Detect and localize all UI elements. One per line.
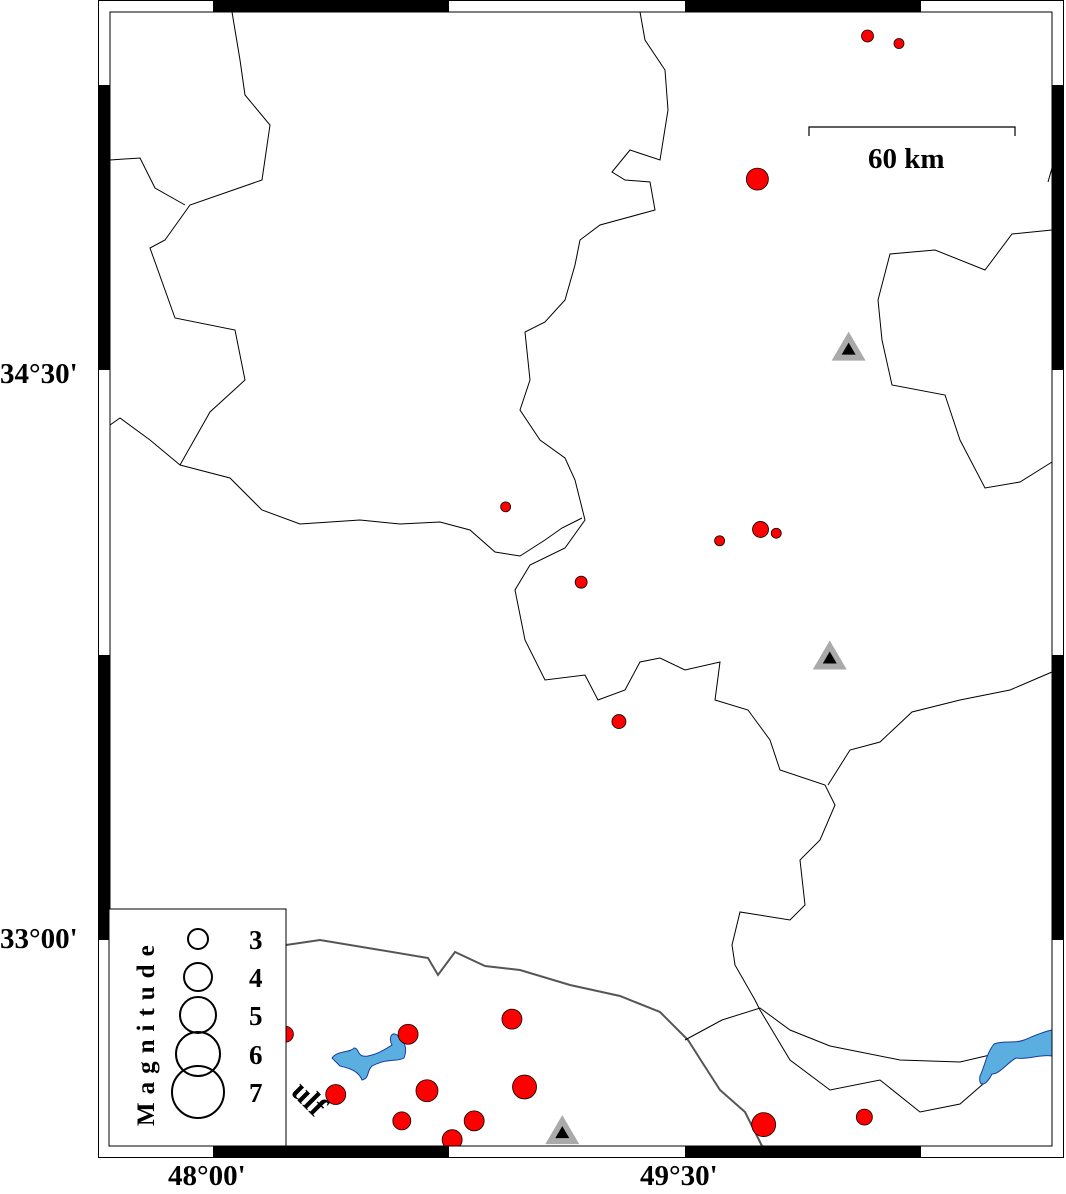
- border-line: [514, 11, 991, 1113]
- earthquake-marker: [714, 535, 726, 547]
- station-triangle-icon: [831, 331, 866, 361]
- station-triangle-icon: [545, 1115, 580, 1145]
- legend-circle-icon: [187, 928, 209, 950]
- legend: Magnitude 3 4 5 6 7: [108, 908, 287, 1147]
- legend-circle-icon: [175, 1031, 221, 1077]
- border-line: [684, 1007, 991, 1063]
- y-tick-label: 34°30': [0, 358, 78, 390]
- frame-tick-segment: [99, 85, 110, 370]
- legend-label: 7: [249, 1078, 263, 1108]
- frame-tick-segment: [213, 1146, 449, 1157]
- earthquake-marker: [500, 501, 512, 513]
- frame-tick-segment: [1052, 85, 1063, 370]
- earthquake-marker: [611, 714, 627, 729]
- earthquake-marker: [415, 1079, 439, 1103]
- border-line: [109, 157, 186, 206]
- frame-tick-segment: [685, 1, 921, 12]
- earthquake-marker: [463, 1110, 485, 1132]
- legend-circle-icon: [171, 1065, 225, 1119]
- earthquake-marker: [397, 1023, 419, 1045]
- border-line: [827, 671, 1053, 786]
- x-tick-label: 48°00': [168, 1160, 246, 1192]
- legend-title: Magnitude: [133, 937, 160, 1126]
- frame-tick-segment: [99, 655, 110, 940]
- border-line: [1047, 167, 1053, 183]
- seismic-stations: [545, 331, 866, 1145]
- earthquake-marker: [392, 1111, 412, 1131]
- lake-west: [331, 1033, 407, 1081]
- y-tick-label: 33°00': [0, 923, 78, 955]
- earthquake-events: [276, 29, 905, 1151]
- border-line: [179, 464, 583, 557]
- legend-circle-icon: [183, 962, 213, 992]
- earthquake-marker: [574, 575, 588, 589]
- border-line: [109, 11, 271, 466]
- earthquake-marker: [745, 167, 769, 191]
- border-line: [877, 229, 1053, 489]
- scale-bar: [808, 126, 1016, 136]
- earthquake-marker: [751, 1112, 777, 1138]
- scale-bar-label: 60 km: [868, 143, 945, 175]
- border-line: [285, 938, 763, 1147]
- province-borders: [109, 11, 1053, 1147]
- frame-tick-segment: [213, 1, 449, 12]
- lake-east: [979, 1029, 1053, 1085]
- earthquake-marker: [855, 1108, 873, 1126]
- water-label: ulf: [285, 1075, 334, 1124]
- earthquake-marker: [501, 1008, 523, 1030]
- earthquake-marker: [512, 1074, 537, 1100]
- legend-label: 5: [249, 1001, 263, 1031]
- earthquake-marker: [861, 29, 874, 43]
- legend-label: 6: [249, 1040, 263, 1070]
- water-bodies: [331, 1029, 1053, 1085]
- legend-label: 4: [249, 963, 263, 993]
- scale-bar-line: [808, 126, 1016, 136]
- frame-tick-segment: [685, 1146, 921, 1157]
- earthquake-marker: [893, 38, 905, 49]
- x-tick-label: 49°30': [640, 1160, 718, 1192]
- earthquake-marker: [325, 1084, 347, 1105]
- earthquake-marker: [770, 527, 782, 539]
- earthquake-marker: [752, 521, 769, 538]
- legend-label: 3: [249, 925, 263, 955]
- station-triangle-icon: [812, 640, 847, 670]
- frame-tick-segment: [1052, 655, 1063, 940]
